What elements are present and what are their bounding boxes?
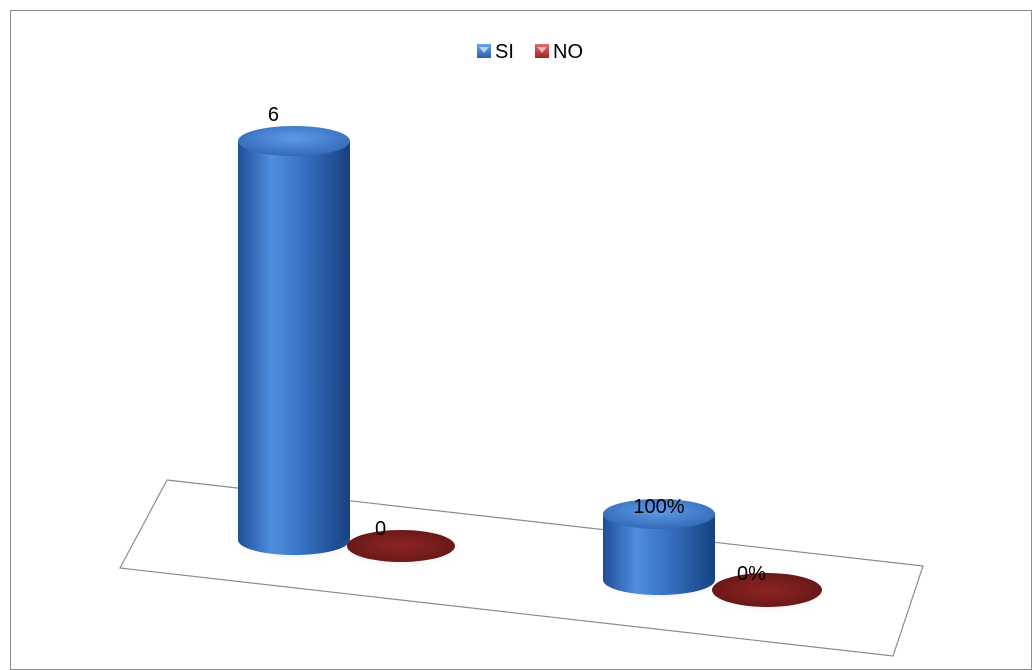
bar-si-2-side <box>603 514 715 595</box>
legend-swatch-no-marker <box>537 47 547 53</box>
bar-si-1-data-label: 6 <box>268 104 279 126</box>
legend: SI NO <box>477 41 583 63</box>
legend-entry-no: NO <box>535 41 583 63</box>
bar-si-1-top <box>238 126 350 156</box>
legend-entry-si: SI <box>477 41 514 63</box>
bar-no-1-disc <box>347 530 455 562</box>
bar-no-2-disc <box>712 573 822 607</box>
legend-label-no: NO <box>553 41 583 63</box>
bars-layer: 6 100% 0 0% <box>230 104 834 616</box>
legend-swatch-si-marker <box>479 47 489 53</box>
bar-si-2-data-label: 100% <box>633 496 684 518</box>
bar-si-1: 6 <box>230 104 362 564</box>
bar-no-2-data-label: 0% <box>737 563 766 585</box>
bar-no-2: 0% <box>704 563 834 616</box>
bar-no-1-data-label: 0 <box>375 518 386 540</box>
bar-si-2: 100% <box>595 496 727 604</box>
bar-no-1: 0 <box>339 518 467 571</box>
bar-si-2-top <box>603 499 715 529</box>
bar-si-1-side <box>238 141 350 555</box>
legend-label-si: SI <box>495 41 514 63</box>
